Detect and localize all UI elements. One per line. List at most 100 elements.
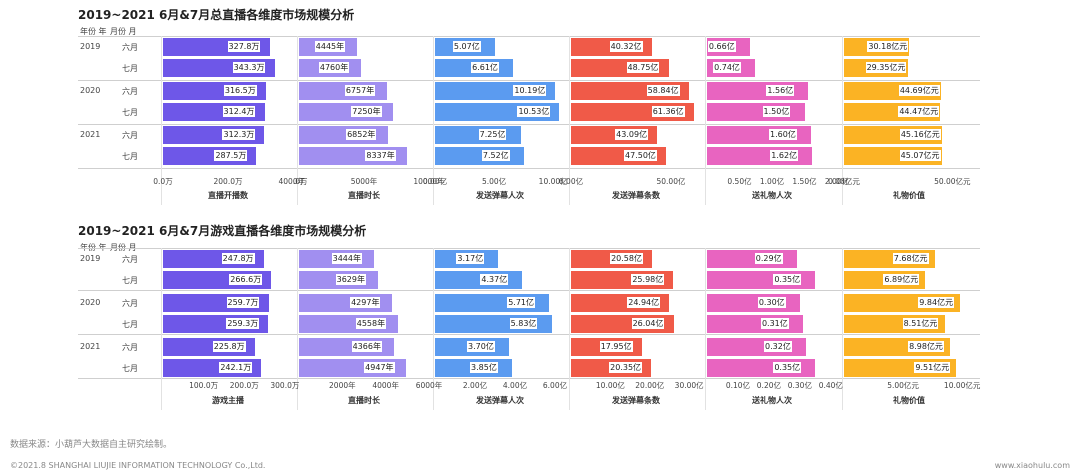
bar-value-label: 45.07亿元: [899, 150, 941, 161]
bar-value-label: 3629年: [335, 274, 366, 285]
axis-tick-label: 100.0万: [189, 381, 219, 390]
bar-value-label: 0.30亿: [757, 297, 786, 308]
axis-tick-label: 10.00亿元: [943, 381, 981, 390]
bar-value-label: 9.51亿元: [914, 362, 951, 373]
bar-value-label: 3.17亿: [456, 253, 485, 264]
year-label: 2020: [80, 298, 101, 307]
bar-value-label: 7250年: [351, 106, 382, 117]
month-label: 六月: [122, 343, 138, 352]
metric-title: 直播时长: [348, 191, 380, 200]
bar-value-label: 287.5万: [214, 150, 248, 161]
axis-tick-label: 0.00亿: [422, 177, 448, 186]
bar-value-label: 0.32亿: [764, 341, 792, 352]
axis-tick-label: 2.00亿: [824, 177, 850, 186]
panel-divider: [569, 248, 570, 410]
bar-value-label: 266.6万: [229, 274, 263, 285]
bar-value-label: 1.62亿: [770, 150, 799, 161]
year-label: 2020: [80, 86, 101, 95]
bar-value-label: 58.84亿: [646, 85, 680, 96]
bar-value-label: 10.19亿: [513, 85, 547, 96]
bar-value-label: 5.07亿: [452, 41, 481, 52]
bar-value-label: 247.8万: [221, 253, 255, 264]
bar-value-label: 48.75亿: [626, 62, 660, 73]
row-separator: [78, 290, 980, 291]
year-label: 2021: [80, 130, 101, 139]
bar-value-label: 29.35亿元: [865, 62, 907, 73]
header-month: 月份 月: [110, 242, 137, 253]
month-label: 六月: [122, 43, 138, 52]
month-label: 七月: [122, 152, 138, 161]
bar-value-label: 316.5万: [223, 85, 257, 96]
bar-value-label: 7.52亿: [481, 150, 510, 161]
axis-tick-label: 0.20亿: [756, 381, 781, 390]
bar-value-label: 3444年: [331, 253, 362, 264]
bar-value-label: 5.83亿: [509, 318, 538, 329]
month-label: 六月: [122, 131, 138, 140]
data-bar: [707, 294, 800, 312]
bar-value-label: 61.36亿: [651, 106, 685, 117]
axis-tick-label: 200.0万: [229, 381, 259, 390]
axis-tick-label: 0.30亿: [787, 381, 812, 390]
bar-value-label: 0.29亿: [754, 253, 783, 264]
panel-divider: [433, 36, 434, 205]
panel-divider: [842, 248, 843, 410]
axis-tick-label: 6.00亿: [542, 381, 568, 390]
bar-value-label: 343.3万: [232, 62, 266, 73]
axis-tick-label: 2.00亿: [462, 381, 488, 390]
panel-divider: [569, 36, 570, 205]
bar-value-label: 24.94亿: [627, 297, 661, 308]
copyright-text: ©2021.8 SHANGHAI LIUJIE INFORMATION TECH…: [10, 461, 266, 470]
data-bar: [435, 147, 524, 165]
axis-tick-label: 6000年: [415, 381, 443, 390]
row-separator: [78, 378, 980, 379]
bar-value-label: 45.16亿元: [899, 129, 941, 140]
axis-tick-label: 1.00亿: [759, 177, 785, 186]
month-label: 七月: [122, 364, 138, 373]
axis-tick-label: 1.50亿: [792, 177, 817, 186]
bar-value-label: 0.66亿: [707, 41, 736, 52]
month-label: 六月: [122, 255, 138, 264]
axis-tick-label: 2000年: [329, 381, 356, 390]
panel-divider: [161, 248, 162, 410]
website-text: www.xiaohulu.com: [994, 461, 1070, 470]
data-bar: [707, 250, 797, 268]
bar-value-label: 8.51亿元: [902, 318, 939, 329]
month-label: 七月: [122, 320, 138, 329]
bar-value-label: 44.47亿元: [898, 106, 940, 117]
bar-value-label: 9.84亿元: [918, 297, 955, 308]
bar-value-label: 30.18亿元: [867, 41, 909, 52]
axis-tick-label: 0.50亿: [727, 177, 752, 186]
year-label: 2019: [80, 42, 101, 51]
bar-value-label: 7.68亿元: [892, 253, 929, 264]
axis-tick-label: 10.00亿: [538, 177, 568, 186]
bar-value-label: 25.98亿: [631, 274, 665, 285]
bar-value-label: 0.74亿: [713, 62, 741, 73]
bar-value-label: 1.60亿: [769, 129, 797, 140]
axis-tick-label: 300.0万: [270, 381, 300, 390]
axis-tick-label: 5.00亿元: [887, 381, 919, 390]
axis-tick-label: 0.00亿元: [828, 177, 860, 186]
row-separator: [78, 80, 980, 81]
metric-title: 发送弹幕条数: [612, 191, 660, 200]
panel-divider: [842, 36, 843, 205]
metric-title: 直播开播数: [208, 191, 248, 200]
month-label: 六月: [122, 299, 138, 308]
axis-tick-label: 50.00亿元: [934, 177, 971, 186]
bar-value-label: 5.71亿: [507, 297, 535, 308]
axis-tick-label: 10000年: [413, 177, 445, 186]
bar-value-label: 6.89亿元: [883, 274, 920, 285]
bar-value-label: 6757年: [344, 85, 376, 96]
bar-value-label: 3.70亿: [467, 341, 495, 352]
bar-value-label: 327.8万: [227, 41, 261, 52]
metric-title: 发送弹幕人次: [476, 396, 524, 405]
axis-tick-label: 5000年: [350, 177, 378, 186]
axis-tick-label: 0.10亿: [725, 381, 751, 390]
bar-value-label: 4.37亿: [480, 274, 509, 285]
panel-divider: [297, 36, 298, 205]
bar-value-label: 4947年: [364, 362, 395, 373]
bar-value-label: 1.56亿: [766, 85, 795, 96]
bar-value-label: 20.58亿: [610, 253, 643, 264]
chart-title: 2019~2021 6月&7月总直播各维度市场规模分析: [78, 8, 355, 22]
bar-value-label: 17.95亿: [599, 341, 633, 352]
row-separator: [78, 36, 980, 37]
